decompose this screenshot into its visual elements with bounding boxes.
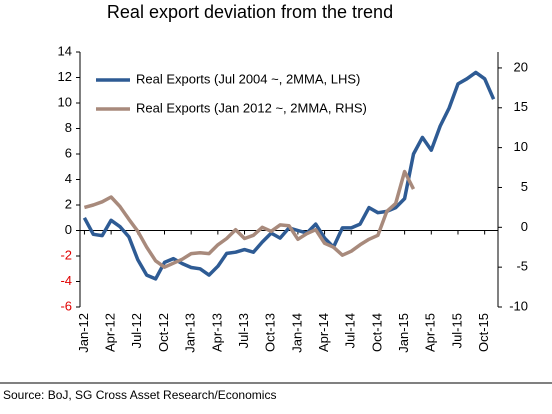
y-tick-label: 8	[65, 120, 72, 135]
y2-tick-label: 15	[514, 99, 528, 114]
y-tick-label: 14	[58, 43, 72, 58]
x-tick-label: Jan-12	[76, 313, 91, 353]
x-tick-label: Apr-15	[423, 313, 438, 352]
y-tick-label: 4	[65, 171, 72, 186]
x-tick-label: Jul-15	[449, 313, 464, 348]
x-tick-label: Apr-12	[103, 313, 118, 352]
y2-tick-label: 10	[514, 139, 528, 154]
y2-tick-label: 20	[514, 59, 528, 74]
legend-label: Real Exports (Jan 2012 ~, 2MMA, RHS)	[136, 100, 367, 115]
y-tick-label: 0	[65, 222, 72, 237]
x-tick-label: Oct-12	[156, 313, 171, 352]
y2-tick-label: 0	[521, 219, 528, 234]
x-tick-label: Jul-14	[343, 313, 358, 348]
legend-label: Real Exports (Jul 2004 ~, 2MMA, LHS)	[136, 71, 360, 86]
y-tick-label: -4	[60, 273, 72, 288]
x-tick-label: Jan-15	[396, 313, 411, 353]
y2-tick-label: -10	[509, 298, 528, 313]
x-tick-label: Jan-14	[289, 313, 304, 353]
x-tick-label: Jul-13	[236, 313, 251, 348]
y-tick-label: 12	[58, 69, 72, 84]
y-tick-label: 10	[58, 94, 72, 109]
y-tick-label: -6	[60, 298, 72, 313]
series-line	[83, 169, 416, 269]
y-tick-label: -2	[60, 247, 72, 262]
y2-tick-label: 5	[521, 179, 528, 194]
source: Source: BoJ, SG Cross Asset Research/Eco…	[3, 388, 276, 402]
x-tick-label: Oct-15	[476, 313, 491, 352]
x-tick-label: Jan-13	[183, 313, 198, 353]
y-tick-label: 6	[65, 145, 72, 160]
x-tick-label: Apr-13	[209, 313, 224, 352]
x-tick-label: Jul-12	[129, 313, 144, 348]
y2-tick-label: -5	[516, 259, 528, 274]
x-tick-label: Oct-14	[369, 313, 384, 352]
y-tick-label: 2	[65, 196, 72, 211]
x-tick-label: Apr-14	[316, 313, 331, 352]
x-tick-label: Oct-13	[263, 313, 278, 352]
chart-title: Real export deviation from the trend	[107, 2, 393, 22]
